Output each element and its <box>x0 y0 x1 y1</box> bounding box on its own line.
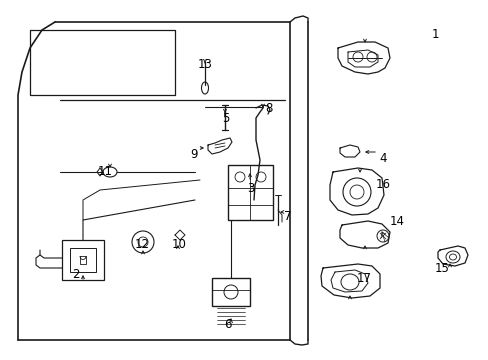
Text: 15: 15 <box>434 262 449 275</box>
Circle shape <box>224 285 238 299</box>
Circle shape <box>132 231 154 253</box>
Text: 17: 17 <box>356 272 371 285</box>
Bar <box>212 278 249 306</box>
Text: 12: 12 <box>135 238 150 251</box>
Ellipse shape <box>349 185 363 199</box>
Text: 16: 16 <box>375 178 390 191</box>
Circle shape <box>376 230 388 242</box>
Text: 11: 11 <box>98 165 113 178</box>
Circle shape <box>235 172 244 182</box>
Ellipse shape <box>448 254 456 260</box>
Ellipse shape <box>103 167 117 177</box>
Ellipse shape <box>445 251 459 263</box>
Circle shape <box>366 52 376 62</box>
Circle shape <box>138 237 148 247</box>
Text: 5: 5 <box>222 112 229 125</box>
Text: 10: 10 <box>172 238 186 251</box>
Ellipse shape <box>340 274 358 290</box>
Text: 4: 4 <box>378 152 386 165</box>
Bar <box>70 248 96 272</box>
Bar <box>62 240 104 280</box>
Text: 9: 9 <box>190 148 197 161</box>
Circle shape <box>352 52 362 62</box>
Text: 3: 3 <box>246 182 254 195</box>
Text: 7: 7 <box>284 210 291 223</box>
Text: 13: 13 <box>198 58 212 71</box>
Ellipse shape <box>342 178 370 206</box>
Text: 1: 1 <box>431 28 439 41</box>
Ellipse shape <box>201 82 208 94</box>
Text: 6: 6 <box>224 318 231 331</box>
Bar <box>227 165 272 220</box>
Circle shape <box>256 172 265 182</box>
Text: 2: 2 <box>72 268 80 281</box>
Text: 8: 8 <box>264 102 272 115</box>
Text: 14: 14 <box>389 215 404 228</box>
